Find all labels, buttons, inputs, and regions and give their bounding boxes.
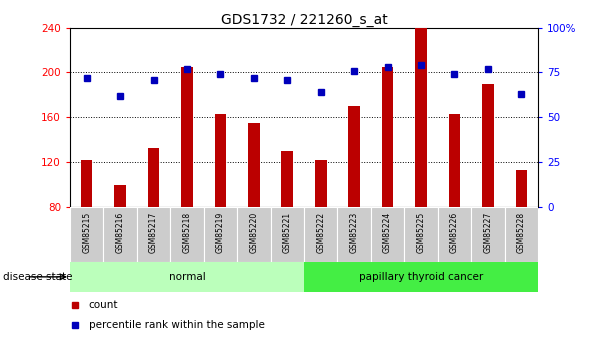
Bar [248,123,260,207]
Text: normal: normal [168,272,206,282]
Bar [204,207,237,262]
Bar [237,207,271,262]
Bar [114,185,126,207]
Bar [271,207,304,262]
Text: GSM85225: GSM85225 [416,211,426,253]
Bar [382,67,393,207]
Text: GSM85217: GSM85217 [149,211,158,253]
Bar [337,207,371,262]
Bar [70,262,304,292]
Text: GSM85215: GSM85215 [82,211,91,253]
Bar [438,207,471,262]
Bar [148,148,159,207]
Bar [70,207,103,262]
Bar [137,207,170,262]
Text: GSM85216: GSM85216 [116,211,125,253]
Bar [81,160,92,207]
Bar [304,262,538,292]
Text: GSM85221: GSM85221 [283,211,292,253]
Text: GSM85224: GSM85224 [383,211,392,253]
Text: GSM85228: GSM85228 [517,211,526,253]
Bar [482,83,494,207]
Bar [103,207,137,262]
Text: disease state: disease state [3,272,72,282]
Title: GDS1732 / 221260_s_at: GDS1732 / 221260_s_at [221,12,387,27]
Bar [449,114,460,207]
Bar [371,207,404,262]
Bar [505,207,538,262]
Bar [348,106,360,207]
Text: GSM85220: GSM85220 [249,211,258,253]
Text: GSM85226: GSM85226 [450,211,459,253]
Bar [215,114,226,207]
Text: GSM85222: GSM85222 [316,211,325,253]
Text: papillary thyroid cancer: papillary thyroid cancer [359,272,483,282]
Text: percentile rank within the sample: percentile rank within the sample [89,320,264,330]
Bar [181,67,193,207]
Bar [304,207,337,262]
Bar [516,170,527,207]
Bar [170,207,204,262]
Text: GSM85227: GSM85227 [483,211,492,253]
Bar [471,207,505,262]
Text: GSM85219: GSM85219 [216,211,225,253]
Text: GSM85223: GSM85223 [350,211,359,253]
Bar [415,28,427,207]
Bar [404,207,438,262]
Text: count: count [89,299,118,309]
Bar [282,151,293,207]
Bar [315,160,326,207]
Text: GSM85218: GSM85218 [182,211,192,253]
